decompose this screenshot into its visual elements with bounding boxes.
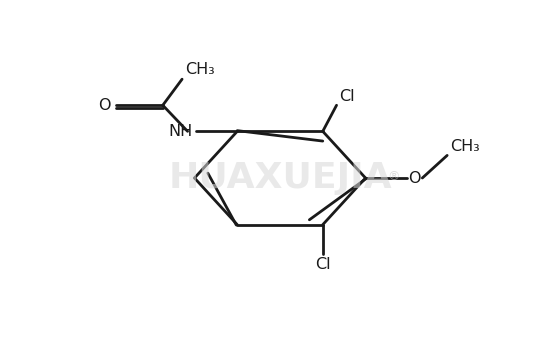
- Text: CH₃: CH₃: [450, 139, 480, 154]
- Text: NH: NH: [169, 124, 193, 139]
- Text: ®: ®: [388, 170, 400, 183]
- Text: O: O: [98, 98, 110, 113]
- Text: Cl: Cl: [315, 257, 330, 272]
- Text: CH₃: CH₃: [185, 62, 214, 78]
- Text: Cl: Cl: [339, 89, 355, 104]
- Text: HUAXUEJIA: HUAXUEJIA: [168, 161, 392, 195]
- Text: O: O: [409, 171, 421, 185]
